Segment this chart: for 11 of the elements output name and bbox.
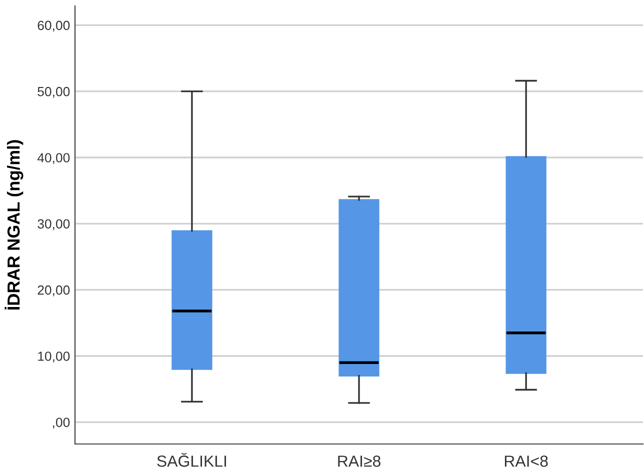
x-tick-label: SAĞLIKLI [157,452,226,467]
y-tick-label: 20,00 [38,285,70,296]
y-tick-label: 30,00 [38,219,70,230]
x-tick-label: RAI<8 [504,456,548,467]
y-tick-label: 40,00 [37,153,70,164]
y-tick-label: 10,00 [38,352,70,362]
y-tick-label: 50,00 [38,86,70,98]
y-tick-label: ,00 [52,418,70,429]
y-tick-label: 60,00 [38,20,70,32]
y-axis-title: İDRAR NGAL (ng/ml) [4,140,24,310]
x-tick-label: RAI≥8 [338,456,380,467]
